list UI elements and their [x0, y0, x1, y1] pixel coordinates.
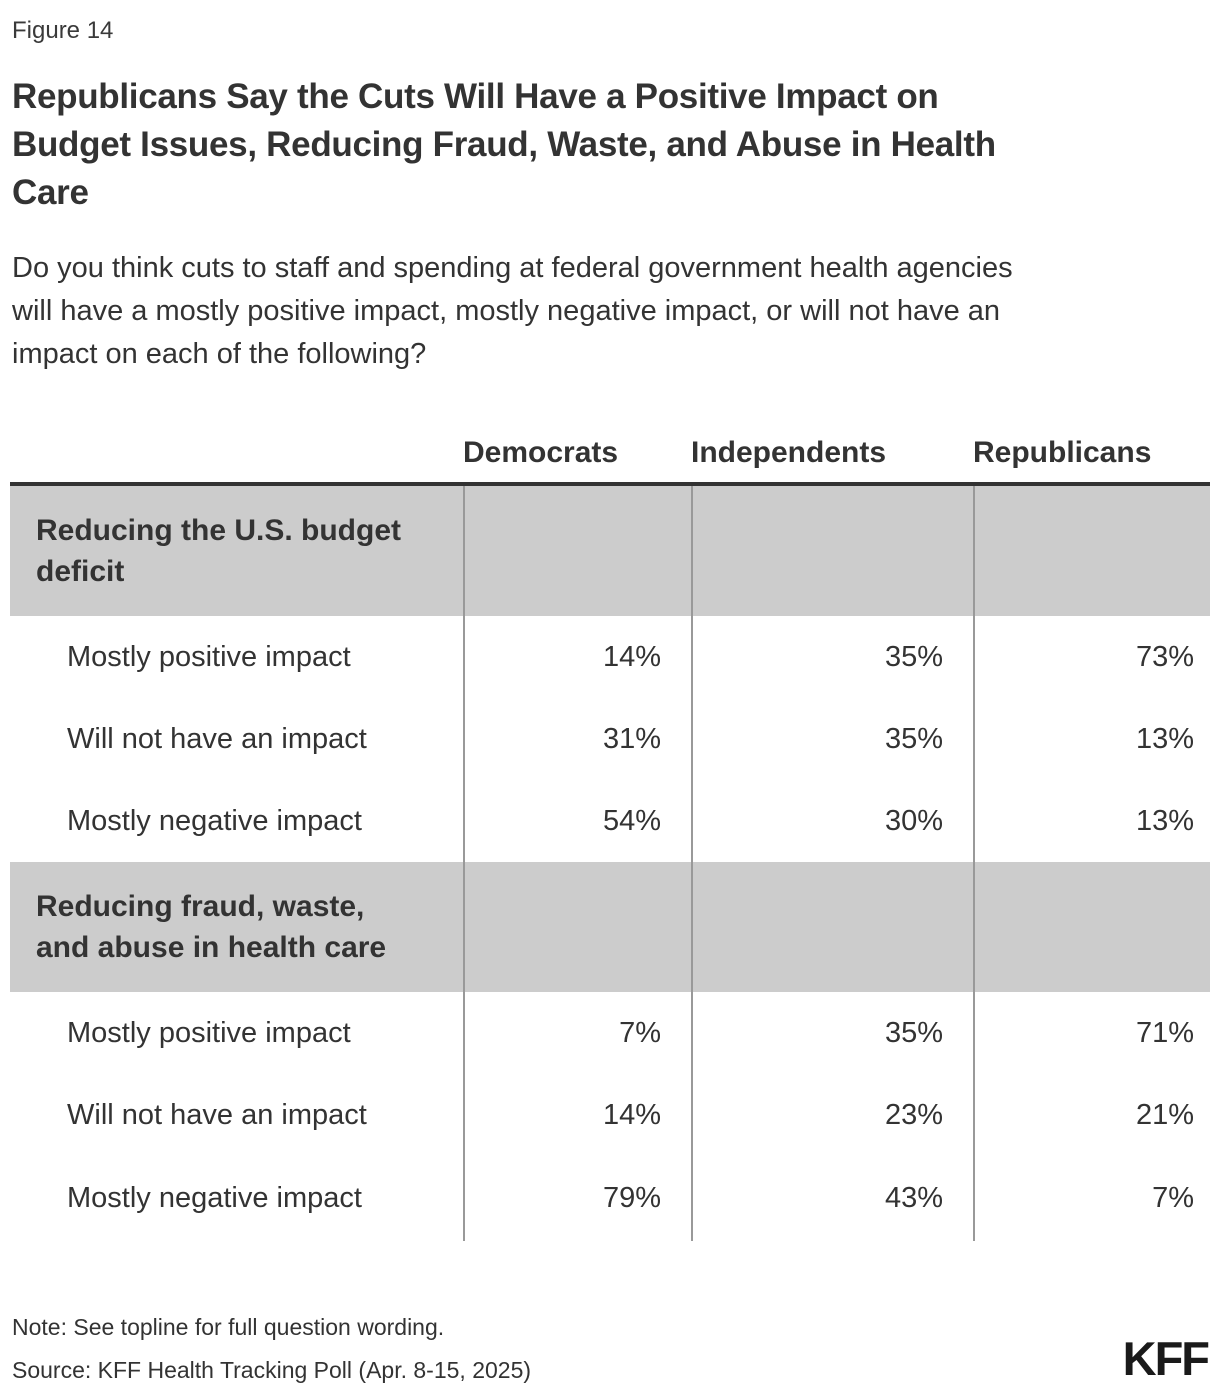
row-label: Will not have an impact [67, 1098, 367, 1131]
table-body: Reducing the U.S. budget deficit Mostly … [10, 482, 1210, 1241]
value-independents: 35% [691, 992, 973, 1074]
value-republicans: 13% [973, 780, 1210, 862]
column-header-republicans: Republicans [973, 436, 1152, 469]
value-independents: 35% [691, 698, 973, 780]
column-header-democrats: Democrats [463, 436, 619, 469]
source-text: Source: KFF Health Tracking Poll (Apr. 8… [12, 1357, 532, 1383]
value-republicans: 73% [973, 616, 1210, 698]
value-democrats: 54% [463, 780, 691, 862]
value-republicans: 21% [973, 1074, 1210, 1156]
section-header-label: Reducing fraud, waste, and abuse in heal… [36, 890, 387, 964]
table-row: Mostly positive impact 14% 35% 73% [10, 616, 1210, 698]
section-empty-cell [691, 486, 973, 616]
section-empty-cell [463, 862, 691, 992]
value-independents: 43% [691, 1156, 973, 1241]
row-label: Mostly negative impact [67, 1182, 362, 1214]
section-header-row-budget-deficit: Reducing the U.S. budget deficit [10, 486, 1210, 616]
question-text: Do you think cuts to staff and spending … [12, 252, 1013, 370]
value-democrats: 79% [463, 1156, 691, 1241]
section-empty-cell [463, 486, 691, 616]
table-header-row: Democrats Independents Republicans [10, 426, 1210, 482]
row-label: Mostly positive impact [67, 1016, 351, 1049]
section-header-row-fraud-waste-abuse: Reducing fraud, waste, and abuse in heal… [10, 862, 1210, 992]
header-spacer-cell [10, 470, 463, 482]
value-republicans: 13% [973, 698, 1210, 780]
table-row: Mostly negative impact 79% 43% 7% [10, 1156, 1210, 1241]
note-text: Note: See topline for full question word… [12, 1314, 445, 1340]
row-label: Mostly negative impact [67, 804, 362, 837]
value-democrats: 7% [463, 992, 691, 1074]
table-row: Will not have an impact 14% 23% 21% [10, 1074, 1210, 1156]
value-democrats: 31% [463, 698, 691, 780]
table-row: Mostly negative impact 54% 30% 13% [10, 780, 1210, 862]
row-label: Will not have an impact [67, 722, 367, 755]
figure-title: Republicans Say the Cuts Will Have a Pos… [12, 77, 996, 212]
value-democrats: 14% [463, 1074, 691, 1156]
value-independents: 35% [691, 616, 973, 698]
section-header-label: Reducing the U.S. budget deficit [36, 514, 401, 588]
value-republicans: 71% [973, 992, 1210, 1074]
row-label: Mostly positive impact [67, 640, 351, 673]
value-independents: 30% [691, 780, 973, 862]
value-democrats: 14% [463, 616, 691, 698]
section-empty-cell [691, 862, 973, 992]
section-empty-cell [973, 486, 1210, 616]
kff-logo: KFF [1122, 1332, 1210, 1385]
table-row: Will not have an impact 31% 35% 13% [10, 698, 1210, 780]
poll-results-table: Democrats Independents Republicans Reduc… [10, 426, 1210, 1241]
value-republicans: 7% [973, 1156, 1210, 1241]
column-header-independents: Independents [691, 436, 887, 469]
table-row: Mostly positive impact 7% 35% 71% [10, 992, 1210, 1074]
section-empty-cell [973, 862, 1210, 992]
value-independents: 23% [691, 1074, 973, 1156]
figure-number-label: Figure 14 [12, 17, 114, 44]
